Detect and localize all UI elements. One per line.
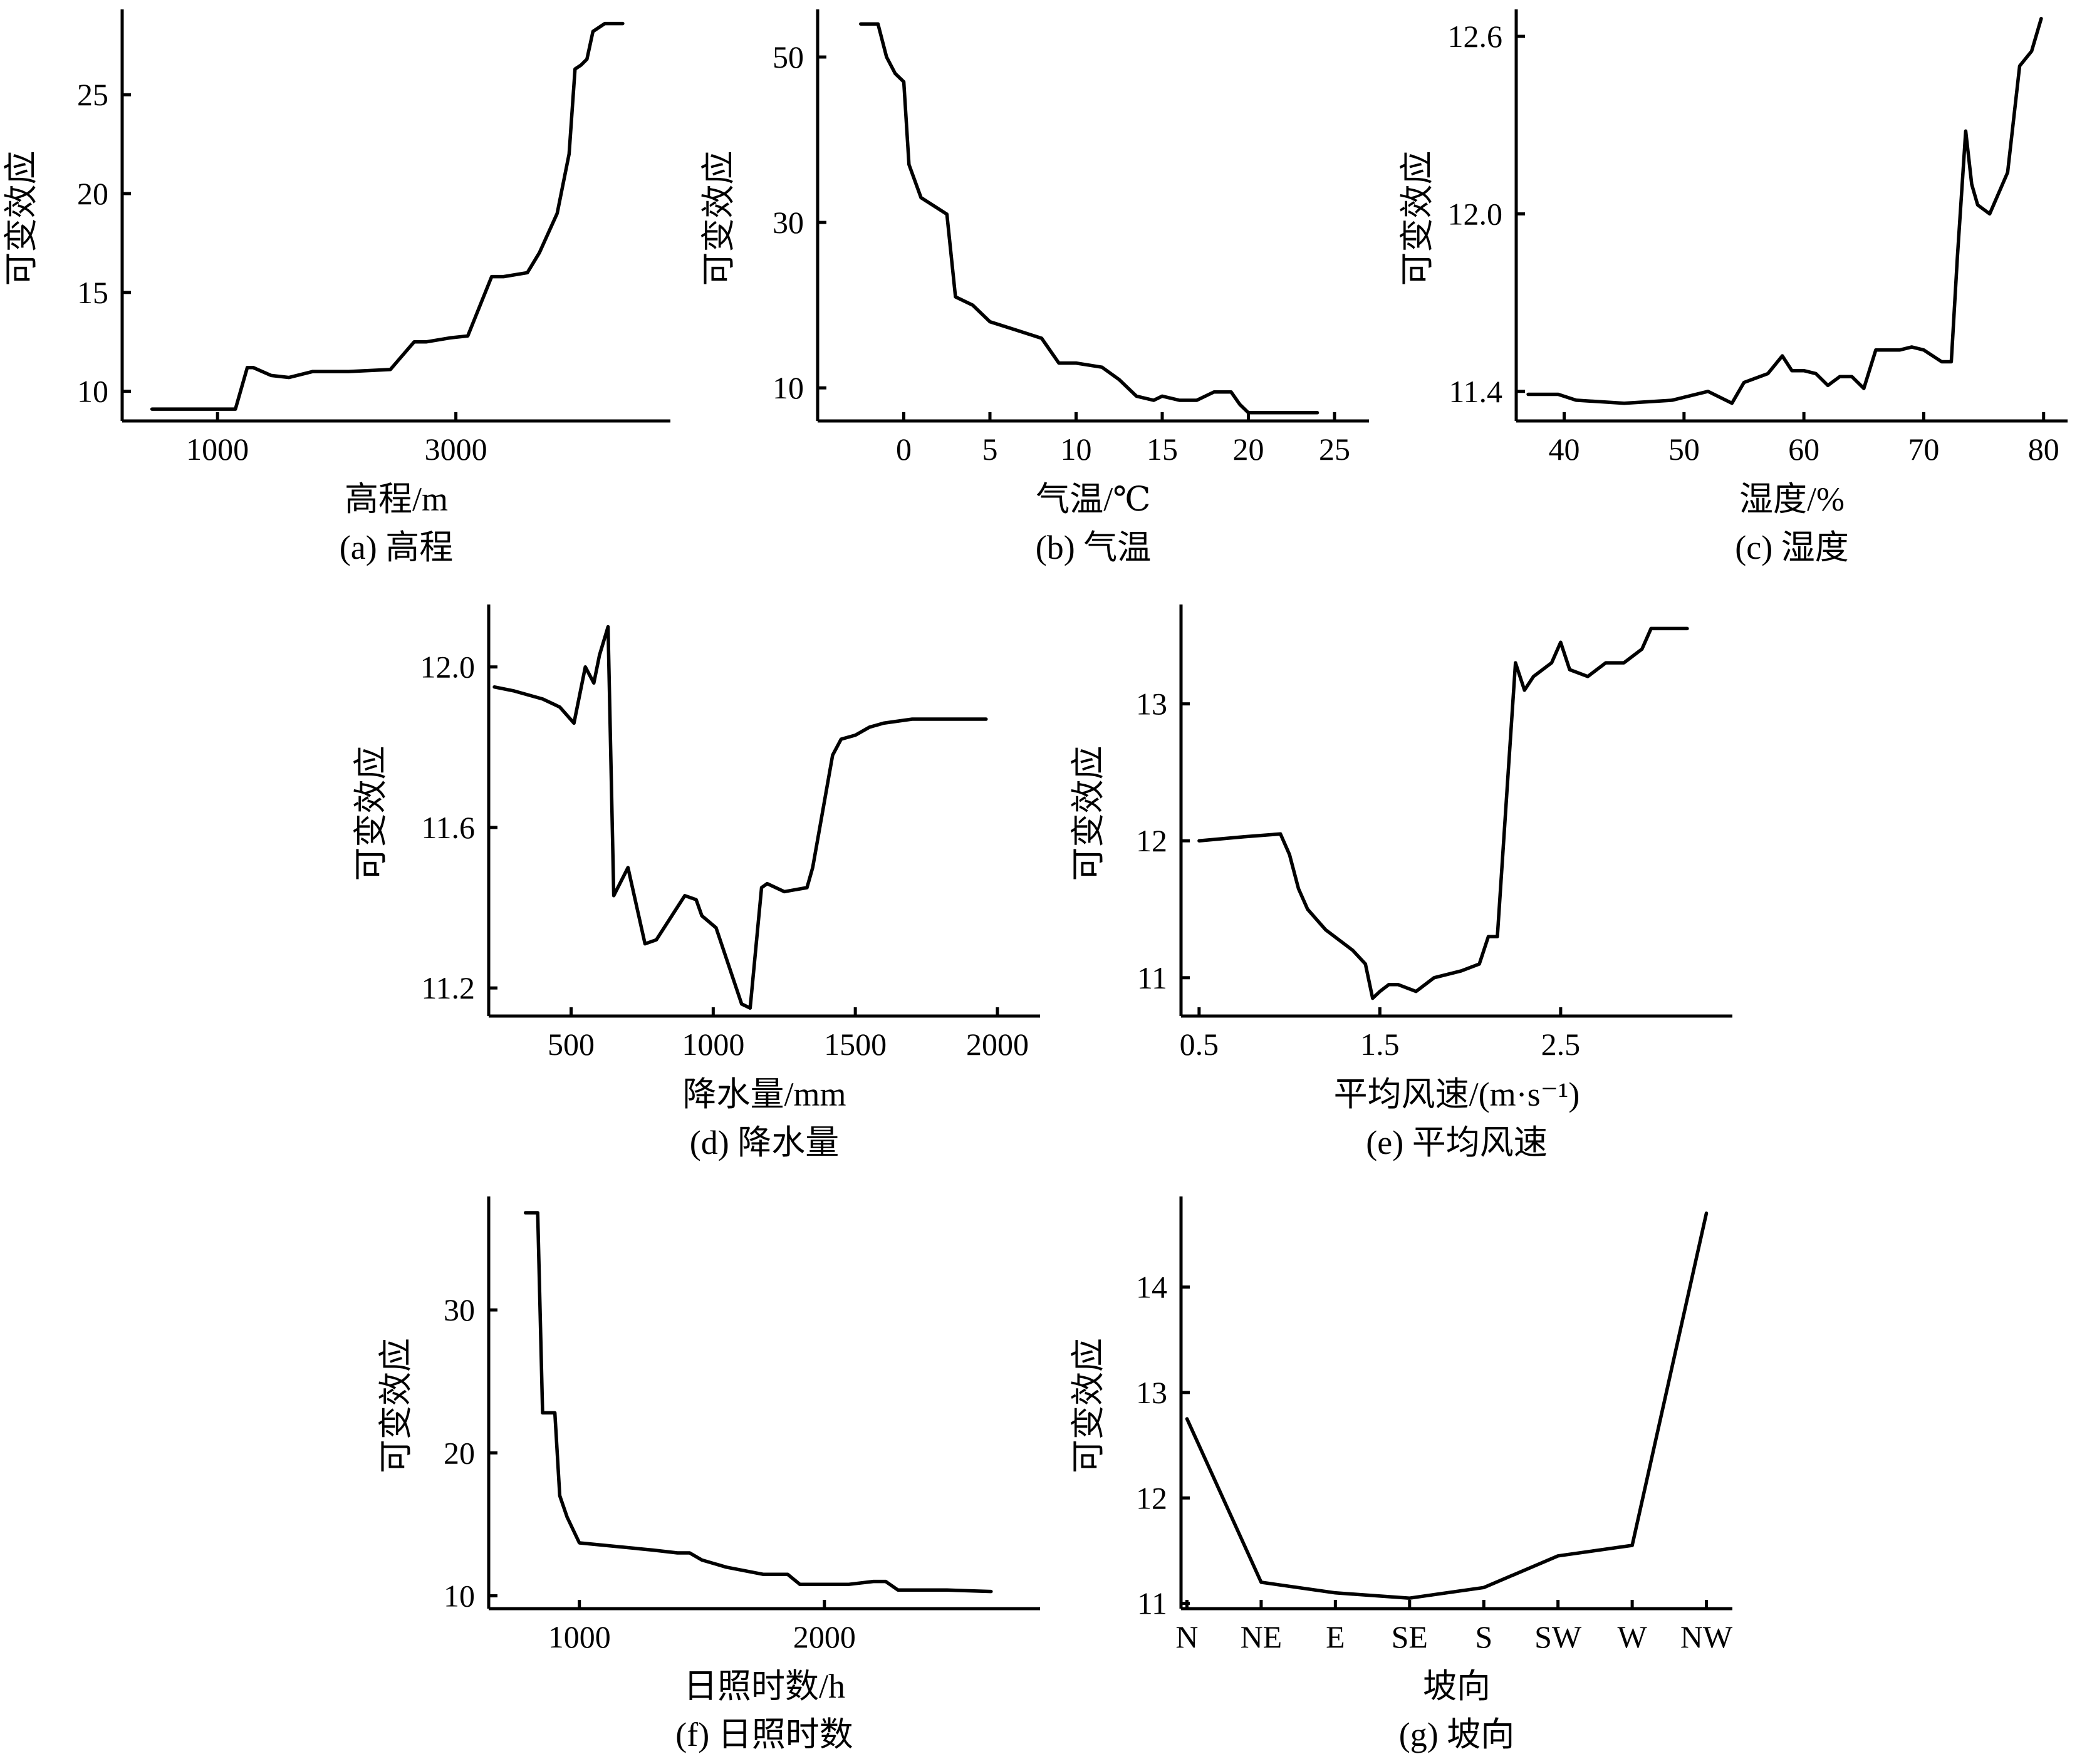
chart-caption: (c) 湿度 (1735, 529, 1848, 566)
y-tick-label: 12 (1136, 823, 1167, 858)
y-tick-label: 20 (444, 1435, 475, 1470)
x-tick-label: E (1326, 1619, 1345, 1654)
y-tick-label: 25 (77, 77, 108, 112)
chart-caption: (d) 降水量 (690, 1124, 839, 1161)
chart-a: 10 15 20 25 1000 3000 高程/m 可变效应 (a) 高程 (3, 9, 670, 566)
x-tick-label: NE (1241, 1619, 1283, 1654)
x-tick-label: 1.5 (1360, 1027, 1400, 1062)
y-tick-label: 20 (77, 176, 108, 211)
x-tick-label: 70 (1908, 432, 1939, 467)
x-axis-title: 气温/℃ (1036, 480, 1150, 518)
y-tick-label: 12.0 (420, 650, 476, 685)
series-line (859, 22, 1319, 415)
x-tick-label: 80 (2028, 432, 2059, 467)
y-tick-label: 11.4 (1449, 374, 1502, 409)
x-tick-label: 25 (1319, 432, 1350, 467)
x-tick-label: 60 (1788, 432, 1819, 467)
series-line (150, 21, 625, 411)
chart-b: 10 30 50 0 5 10 15 20 25 气温/℃ 可变效应 (b) 气温 (700, 9, 1369, 566)
chart-caption: (a) 高程 (340, 529, 453, 566)
x-tick-label: 1500 (824, 1027, 887, 1062)
series-line (1526, 16, 2043, 405)
y-tick-label: 11 (1137, 960, 1167, 995)
x-tick-label: SE (1392, 1619, 1428, 1654)
y-tick-label: 14 (1136, 1270, 1167, 1305)
y-axis-title: 可变效应 (352, 746, 390, 881)
x-tick-label: 500 (548, 1027, 595, 1062)
x-tick-label: 5 (982, 432, 998, 467)
series-line (523, 1211, 993, 1594)
y-axis-title: 可变效应 (1398, 151, 1436, 286)
y-tick-label: 10 (773, 370, 804, 405)
x-tick-label: 40 (1549, 432, 1580, 467)
x-tick-label: SW (1534, 1619, 1582, 1654)
y-tick-label: 10 (444, 1578, 475, 1613)
y-axis-title: 可变效应 (700, 151, 737, 286)
x-tick-label: 10 (1061, 432, 1092, 467)
chart-caption: (e) 平均风速 (1366, 1124, 1547, 1161)
y-tick-label: 11 (1137, 1586, 1167, 1621)
chart-f: 10 20 30 1000 2000 日照时数/h 可变效应 (f) 日照时数 (377, 1196, 1040, 1753)
y-axis-title: 可变效应 (1070, 746, 1107, 881)
x-tick-label: 20 (1233, 432, 1264, 467)
y-tick-label: 11.2 (421, 970, 475, 1005)
x-axis-title: 坡向 (1423, 1668, 1491, 1705)
chart-caption: (f) 日照时数 (675, 1716, 853, 1753)
x-tick-label: NW (1680, 1619, 1733, 1654)
y-tick-label: 15 (77, 275, 108, 310)
chart-d: 11.2 11.6 12.0 500 1000 1500 2000 降水量/mm 可变效应 (d)… (352, 604, 1040, 1161)
y-tick-label: 12.0 (1448, 196, 1503, 231)
x-axis-title: 平均风速/(m·s⁻¹) (1334, 1076, 1580, 1113)
y-tick-label: 12 (1136, 1480, 1167, 1515)
y-axis-title: 可变效应 (377, 1338, 415, 1473)
x-tick-label: 2.5 (1541, 1027, 1581, 1062)
x-tick-label: S (1475, 1619, 1492, 1654)
y-tick-label: 10 (77, 374, 108, 409)
x-tick-label: 1000 (682, 1027, 744, 1062)
y-tick-label: 13 (1136, 687, 1167, 722)
y-tick-label: 30 (773, 205, 804, 240)
x-axis-title: 日照时数/h (684, 1668, 845, 1705)
chart-caption: (b) 气温 (1036, 529, 1151, 566)
chart-g: 11 12 13 14 N NE E SE S SW W NW 坡向 可变效应 (g) 坡向 (1070, 1196, 1733, 1753)
y-axis-title: 可变效应 (3, 151, 40, 286)
chart-e: 11 12 13 0.5 1.5 2.5 平均风速/(m·s⁻¹) 可变效应 (e) 平均风速 (1070, 604, 1732, 1161)
x-tick-label: 1000 (548, 1619, 611, 1654)
x-tick-label: N (1175, 1619, 1198, 1654)
x-tick-label: 2000 (966, 1027, 1029, 1062)
x-tick-label: W (1618, 1619, 1648, 1654)
x-tick-label: 50 (1668, 432, 1700, 467)
x-tick-label: 15 (1147, 432, 1178, 467)
x-tick-label: 2000 (793, 1619, 856, 1654)
y-tick-label: 11.6 (421, 810, 475, 845)
series-line (492, 625, 988, 1010)
x-tick-label: 1000 (186, 432, 249, 467)
x-axis-title: 降水量/mm (682, 1076, 846, 1113)
x-tick-label: 0.5 (1180, 1027, 1219, 1062)
y-axis-title: 可变效应 (1070, 1338, 1107, 1473)
x-tick-label: 0 (896, 432, 912, 467)
y-tick-label: 50 (773, 39, 804, 75)
x-tick-label: 3000 (425, 432, 487, 467)
y-tick-label: 30 (444, 1292, 475, 1327)
series-line (1185, 1211, 1709, 1600)
x-axis-title: 高程/m (345, 480, 448, 518)
y-tick-label: 13 (1136, 1375, 1167, 1410)
x-axis-title: 湿度/% (1739, 480, 1845, 518)
chart-caption: (g) 坡向 (1399, 1716, 1514, 1753)
series-line (1197, 626, 1689, 1000)
chart-c: 11.4 12.0 12.6 40 50 60 70 80 湿度/% 可变效应 (c) 湿度 (1398, 9, 2068, 566)
y-tick-label: 12.6 (1448, 19, 1503, 54)
